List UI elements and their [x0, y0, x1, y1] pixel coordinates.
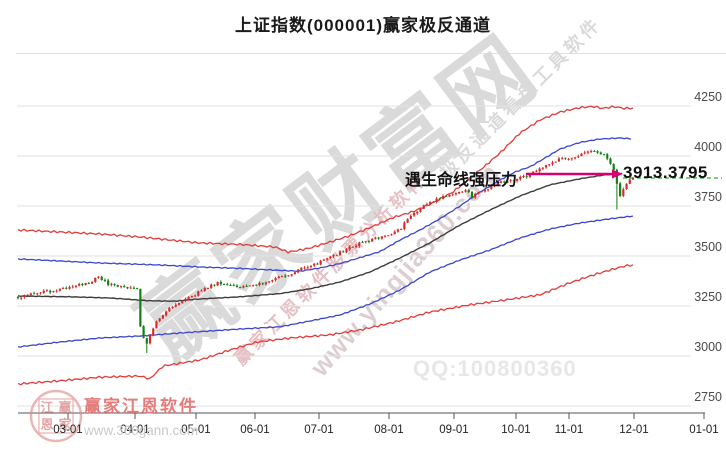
y-axis-label-3250: 3250	[694, 290, 722, 304]
y-axis-label-3500: 3500	[694, 240, 722, 254]
x-axis-label-04-01: 04-01	[120, 424, 150, 436]
y-axis-label-4250: 4250	[694, 90, 722, 104]
y-axis-label-3000: 3000	[694, 340, 722, 354]
x-axis-label-11-01: 11-01	[554, 424, 584, 436]
y-axis-label-3750: 3750	[694, 190, 722, 204]
x-axis-label-05-01: 05-01	[181, 424, 211, 436]
life-line-price-label: 3913.3795	[623, 163, 708, 182]
pressure-annotation: 遇生命线强压力	[405, 172, 518, 189]
channel-line-lower-extreme-red	[17, 264, 634, 386]
channel-line-life-line-black	[17, 172, 623, 302]
svg-text:恩: 恩	[40, 417, 53, 432]
channel-line-upper-inner-blue	[17, 137, 632, 272]
svg-text:江: 江	[40, 400, 53, 415]
y-axis-label-4000: 4000	[694, 140, 722, 154]
channel-line-lower-inner-blue	[17, 215, 634, 348]
title-separator	[16, 53, 726, 54]
x-axis-label-09-01: 09-01	[439, 424, 469, 436]
x-axis-label-03-01: 03-01	[53, 424, 83, 436]
x-axis-label-12-01: 12-01	[619, 424, 649, 436]
y-axis-label-2750: 2750	[694, 390, 722, 404]
vendor-logo-site: www.360gann.com	[84, 423, 199, 438]
vendor-logo-name: 赢家江恩软件	[84, 397, 198, 416]
x-axis-label-01-01: 01-01	[689, 424, 719, 436]
svg-text:赢: 赢	[58, 400, 71, 415]
x-axis-label-07-01: 07-01	[304, 424, 334, 436]
annotation-arrow-head	[612, 169, 623, 179]
x-axis-label-10-01: 10-01	[501, 424, 531, 436]
vendor-seal: 江赢恩家	[29, 389, 83, 443]
x-axis-label-08-01: 08-01	[374, 424, 404, 436]
svg-text:家: 家	[58, 417, 72, 432]
candles	[16, 149, 635, 353]
chart-title: 上证指数(000001)赢家极反通道	[234, 16, 492, 35]
x-axis-label-06-01: 06-01	[240, 424, 270, 436]
channel-line-upper-extreme-red	[17, 105, 634, 254]
